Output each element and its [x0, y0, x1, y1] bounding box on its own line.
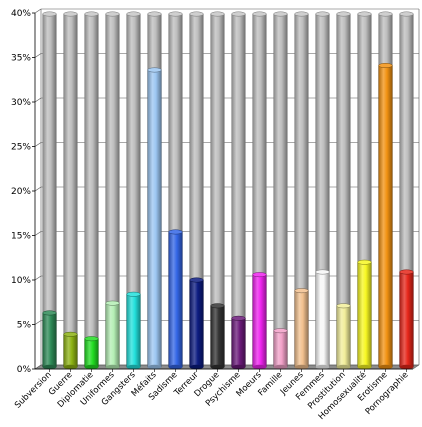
bar-base — [315, 364, 330, 370]
y-tick-label: 30% — [11, 98, 31, 108]
bar-top — [252, 272, 267, 278]
y-tick-label: 0% — [17, 365, 32, 375]
gridline-depth — [34, 320, 42, 325]
bar-background-top — [273, 11, 288, 17]
bar — [273, 330, 288, 368]
bar-base — [273, 364, 288, 370]
bar — [378, 65, 393, 368]
bar-base — [189, 364, 204, 370]
bar-background-top — [336, 11, 351, 17]
bar-background-top — [84, 11, 99, 17]
bar-background-top — [42, 11, 57, 17]
bar-top — [84, 336, 99, 342]
gridline-depth — [34, 53, 42, 58]
bar-top — [105, 300, 120, 306]
bar-top — [126, 291, 141, 297]
bar-top — [63, 331, 78, 337]
gridline-depth — [34, 364, 42, 370]
y-tick-label: 5% — [17, 321, 32, 331]
bar-background-top — [168, 11, 183, 17]
gridline-depth — [34, 231, 42, 236]
y-axis: 0% 5% 10% 15% 20% 25% 30% 35% 40% — [11, 9, 36, 375]
y-tick-label: 40% — [11, 9, 31, 19]
y-tick-label: 20% — [11, 187, 31, 197]
gridline-depth — [34, 142, 42, 147]
bar-base — [105, 364, 120, 370]
bar-base — [42, 364, 57, 370]
bar-base — [378, 364, 393, 370]
bar-top — [42, 310, 57, 316]
bar — [189, 279, 204, 368]
bar-background-top — [252, 11, 267, 17]
bar — [294, 290, 309, 368]
y-tick-label: 25% — [11, 143, 31, 153]
bar-top — [357, 259, 372, 265]
bar-base — [294, 364, 309, 370]
bar-background-top — [210, 11, 225, 17]
bar-top — [147, 67, 162, 73]
bar-top — [336, 303, 351, 309]
gridline-depth — [34, 8, 42, 14]
bar-top — [378, 63, 393, 68]
x-axis: SubversionGuerreDiplomatieUniformesGangs… — [13, 368, 413, 422]
y-tick-label: 10% — [11, 276, 31, 286]
bar — [147, 69, 162, 368]
y-tick-label: 15% — [11, 232, 31, 242]
bar-background-top — [126, 11, 141, 17]
bar-base — [399, 364, 414, 370]
bar-top — [273, 328, 288, 334]
bar — [126, 293, 141, 368]
bar — [231, 318, 246, 368]
bar-base — [168, 364, 183, 370]
bar-base — [357, 364, 372, 370]
bar-top — [315, 269, 330, 275]
bar-background-top — [315, 11, 330, 17]
bar-base — [63, 364, 78, 370]
bar-base — [126, 364, 141, 370]
bar-top — [231, 315, 246, 321]
y-tick-label: 35% — [11, 54, 31, 64]
bar-background-top — [63, 11, 78, 17]
bar-base — [252, 364, 267, 370]
gridline-depth — [34, 186, 42, 192]
bar-background-top — [189, 11, 204, 17]
bar — [84, 338, 99, 368]
bar — [42, 312, 57, 368]
bar-top — [189, 277, 204, 283]
bar-background — [231, 13, 246, 368]
bar-background-top — [147, 11, 162, 17]
bar — [252, 274, 267, 368]
bar-background — [273, 13, 288, 368]
bar-background-top — [357, 11, 372, 17]
bar-background-top — [399, 11, 414, 17]
bar-background-top — [231, 11, 246, 17]
bar — [357, 261, 372, 368]
bar — [105, 302, 120, 368]
bar-background — [63, 13, 78, 368]
bar — [210, 305, 225, 368]
bars — [42, 11, 414, 370]
bar — [399, 271, 414, 368]
bar-base — [147, 364, 162, 370]
bar-top — [399, 269, 414, 275]
bar-background-top — [378, 11, 393, 17]
bar-base — [210, 364, 225, 370]
bar — [63, 334, 78, 368]
bar-top — [210, 303, 225, 309]
gridline-depth — [34, 97, 42, 103]
bar-base — [336, 364, 351, 370]
bar — [168, 231, 183, 368]
bar-background — [84, 13, 99, 368]
bar-top — [168, 229, 183, 235]
bar — [336, 305, 351, 368]
bar-base — [84, 364, 99, 370]
gridline-depth — [34, 275, 42, 281]
bar-background-top — [105, 11, 120, 17]
bar — [315, 271, 330, 368]
bar-top — [294, 288, 309, 294]
bar-base — [231, 364, 246, 370]
bar-background-top — [294, 11, 309, 17]
